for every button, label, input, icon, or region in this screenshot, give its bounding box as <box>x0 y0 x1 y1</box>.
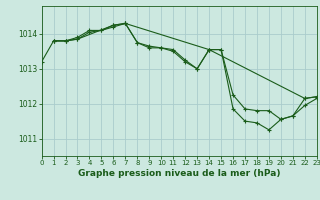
X-axis label: Graphe pression niveau de la mer (hPa): Graphe pression niveau de la mer (hPa) <box>78 169 280 178</box>
